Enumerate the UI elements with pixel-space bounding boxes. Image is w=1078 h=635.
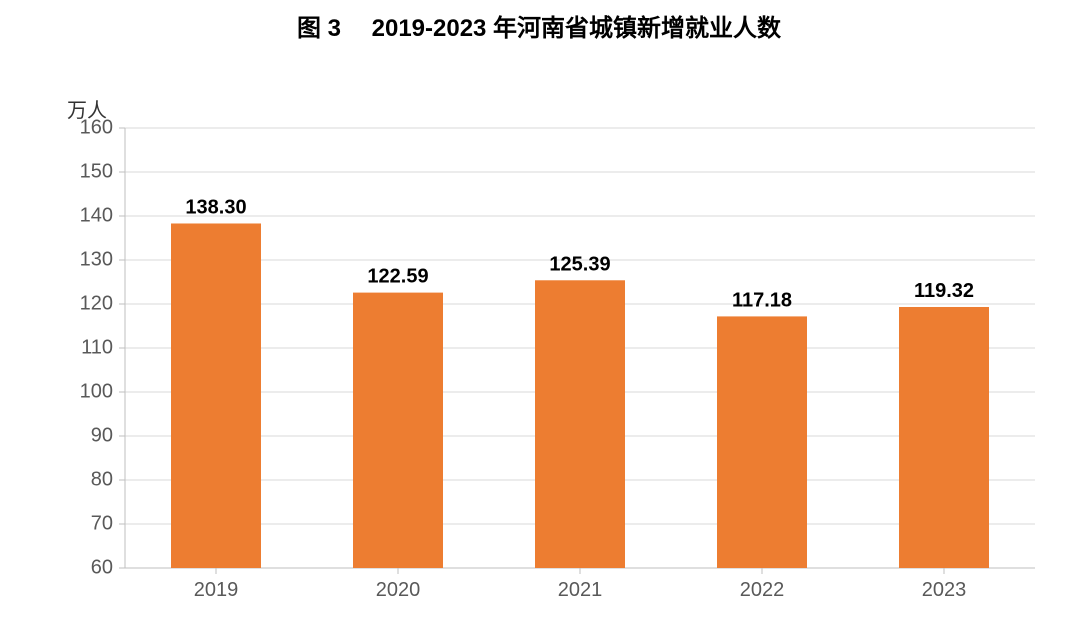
y-tick-label: 110 (81, 336, 113, 358)
y-tick-label: 140 (80, 204, 113, 226)
bar-value-label: 138.30 (185, 196, 246, 218)
x-tick-label: 2019 (194, 579, 239, 601)
y-axis-unit-label: 万人 (67, 94, 107, 123)
bar (717, 316, 807, 568)
bar-value-label: 119.32 (914, 280, 974, 302)
y-tick-label: 120 (80, 292, 113, 314)
y-tick-label: 150 (80, 160, 113, 182)
bar-value-label: 125.39 (549, 253, 610, 275)
y-tick-label: 130 (80, 248, 113, 270)
chart-title: 图 3 2019-2023 年河南省城镇新增就业人数 (0, 8, 1078, 43)
x-tick-label: 2021 (558, 579, 603, 601)
bar-value-label: 117.18 (732, 289, 792, 311)
bar-value-label: 122.59 (367, 266, 428, 288)
y-tick-label: 70 (91, 512, 113, 534)
x-tick-label: 2023 (922, 579, 967, 601)
bar (171, 223, 261, 568)
bar (353, 293, 443, 568)
x-tick-label: 2022 (740, 579, 785, 601)
x-tick-label: 2020 (376, 579, 421, 601)
bar (535, 280, 625, 568)
bar-chart: 60708090100110120130140150160138.3020191… (0, 0, 1078, 635)
y-tick-label: 100 (80, 380, 113, 402)
bar (899, 307, 989, 568)
y-tick-label: 60 (91, 556, 113, 578)
y-tick-label: 90 (91, 424, 113, 446)
figure: 图 3 2019-2023 年河南省城镇新增就业人数 万人 60 70 80 90 10… (0, 0, 1078, 635)
y-tick-label: 80 (91, 468, 113, 490)
